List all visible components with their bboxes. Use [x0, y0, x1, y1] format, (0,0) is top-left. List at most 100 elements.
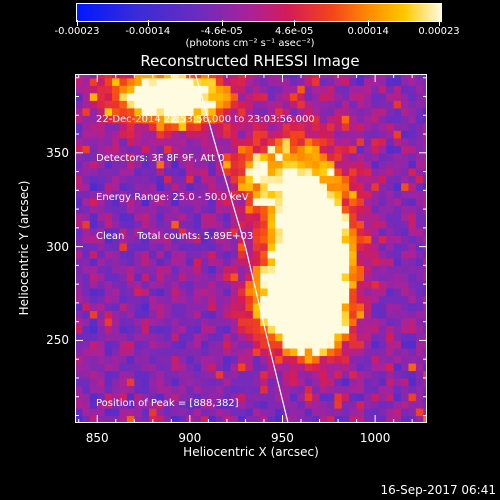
heatmap-cell: [319, 220, 328, 229]
heatmap-cell: [356, 265, 365, 274]
heatmap-cell: [304, 242, 313, 251]
heatmap-cell: [149, 227, 158, 236]
heatmap-cell: [171, 415, 180, 423]
heatmap-cell: [156, 235, 165, 244]
heatmap-cell: [356, 400, 365, 409]
heatmap-cell: [126, 310, 135, 319]
heatmap-cell: [178, 415, 187, 423]
heatmap-cell: [200, 362, 209, 372]
heatmap-cell: [275, 77, 284, 86]
heatmap-cell: [349, 92, 358, 101]
heatmap-cell: [364, 137, 373, 146]
heatmap-cell: [208, 302, 217, 312]
heatmap-cell: [163, 205, 172, 214]
heatmap-cell: [163, 310, 172, 319]
heatmap-cell: [393, 92, 402, 101]
heatmap-cell: [282, 85, 291, 94]
heatmap-cell: [141, 280, 150, 289]
heatmap-cell: [215, 220, 224, 229]
heatmap-cell: [282, 100, 291, 109]
heatmap-cell: [141, 295, 150, 304]
heatmap-cell: [104, 370, 113, 379]
heatmap-cell: [245, 190, 254, 199]
heatmap-cell: [134, 347, 143, 357]
heatmap-cell: [275, 235, 284, 244]
heatmap-cell: [304, 145, 313, 154]
heatmap-cell: [193, 167, 202, 176]
heatmap-cell: [193, 190, 202, 199]
heatmap-cell: [141, 407, 150, 417]
heatmap-cell: [112, 265, 121, 274]
heatmap-cell: [401, 197, 410, 206]
heatmap-cell: [97, 167, 106, 176]
heatmap-cell: [223, 407, 232, 417]
heatmap-cell: [415, 295, 424, 304]
heatmap-cell: [82, 392, 91, 402]
heatmap-cell: [319, 317, 328, 327]
heatmap-cell: [149, 400, 158, 409]
heatmap-cell: [260, 107, 269, 116]
heatmap-cell: [171, 167, 180, 176]
heatmap-cell: [312, 377, 321, 387]
heatmap-cell: [275, 167, 284, 176]
heatmap-cell: [230, 310, 239, 319]
heatmap-cell: [326, 355, 335, 364]
heatmap-cell: [126, 92, 135, 101]
heatmap-cell: [186, 272, 195, 281]
heatmap-cell: [238, 280, 247, 289]
heatmap-cell: [141, 152, 150, 161]
heatmap-cell: [89, 250, 98, 259]
heatmap-cell: [230, 74, 239, 79]
heatmap-cell: [230, 235, 239, 244]
heatmap-cell: [415, 355, 424, 364]
heatmap-cell: [371, 122, 380, 131]
heatmap-cell: [215, 107, 224, 116]
heatmap-cell: [126, 377, 135, 387]
heatmap-cell: [282, 77, 291, 86]
heatmap-cell: [275, 325, 284, 334]
heatmap-cell: [319, 325, 328, 334]
heatmap-cell: [208, 182, 217, 191]
heatmap-cell: [260, 392, 269, 402]
heatmap-cell: [223, 130, 232, 139]
heatmap-cell: [415, 92, 424, 101]
heatmap-cell: [141, 122, 150, 131]
heatmap-cell: [112, 175, 121, 184]
heatmap-cell: [82, 74, 91, 79]
heatmap-cell: [238, 92, 247, 101]
heatmap-cell: [97, 340, 106, 349]
heatmap-cell: [89, 107, 98, 116]
heatmap-cell: [297, 152, 306, 161]
heatmap-cell: [126, 167, 135, 176]
heatmap-cell: [141, 227, 150, 236]
heatmap-cell: [193, 332, 202, 342]
heatmap-cell: [282, 107, 291, 116]
heatmap-cell: [319, 74, 328, 79]
heatmap-cell: [171, 205, 180, 214]
heatmap-cell: [364, 415, 373, 423]
heatmap-cell: [126, 370, 135, 379]
heatmap-cell: [378, 310, 387, 319]
heatmap-cell: [178, 347, 187, 357]
heatmap-cell: [334, 310, 343, 319]
peak-position-label: Position of Peak = [888,382]: [96, 398, 239, 409]
heatmap-cell: [149, 137, 158, 146]
heatmap-cell: [371, 160, 380, 169]
heatmap-cell: [282, 377, 291, 387]
heatmap-cell: [378, 122, 387, 131]
heatmap-cell: [341, 332, 350, 342]
heatmap-cell: [378, 257, 387, 266]
heatmap-cell: [364, 145, 373, 154]
heatmap-cell: [89, 407, 98, 417]
heatmap-cell: [415, 377, 424, 387]
heatmap-cell: [126, 182, 135, 191]
heatmap-cell: [341, 212, 350, 221]
heatmap-cell: [119, 92, 128, 101]
heatmap-cell: [349, 415, 358, 423]
heatmap-cell: [364, 407, 373, 417]
chart-title: Reconstructed RHESSI Image: [140, 52, 360, 70]
heatmap-cell: [364, 310, 373, 319]
heatmap-cell: [364, 295, 373, 304]
heatmap-cell: [393, 370, 402, 379]
heatmap-cell: [208, 160, 217, 169]
